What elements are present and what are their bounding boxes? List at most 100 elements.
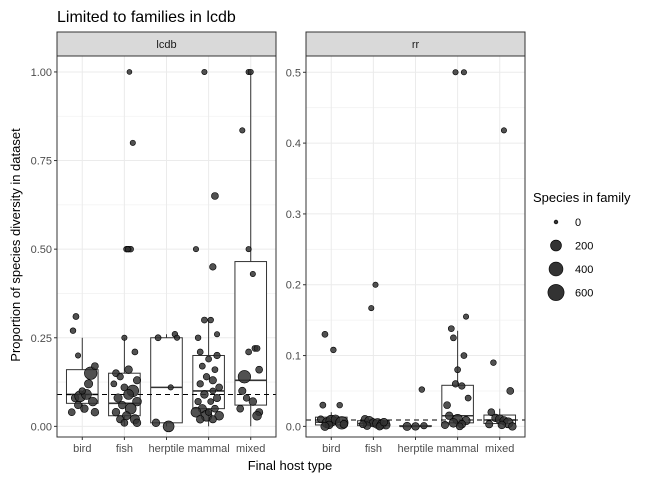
data-point-mammal [458, 382, 466, 390]
legend-title: Species in family [533, 190, 631, 205]
data-point-fish [113, 393, 123, 403]
strip-lcdb [56, 31, 277, 57]
data-point-mammal [196, 348, 204, 356]
data-point-herptile [167, 384, 174, 391]
data-point-mammal [211, 404, 219, 413]
data-point-fish [133, 376, 142, 385]
data-point-fish [116, 373, 124, 381]
data-point-mammal [460, 352, 468, 359]
data-point-mammal [447, 325, 455, 332]
panel-lcdb: lcdb 0.00 0.25 0.50 0.75 1.00 bird fish herptile… [31, 31, 277, 455]
data-point-fish [129, 139, 136, 146]
x-tick-label: fish [365, 443, 382, 455]
data-point-mixed [508, 422, 517, 431]
data-point-mammal [201, 316, 208, 324]
y-tick-label: 0.4 [286, 138, 301, 150]
legend-label: 200 [575, 241, 593, 253]
x-axis-title: Final host type [248, 458, 333, 473]
box-body [234, 261, 268, 406]
data-point-mixed [248, 397, 257, 406]
data-point-herptile [411, 422, 420, 431]
x-tick-label: mixed [485, 443, 514, 455]
data-point-mixed [252, 411, 262, 421]
x-tick-label: mixed [236, 443, 265, 455]
panel-rr: rr 0.0 0.1 0.2 0.3 0.4 0.5 bird fish herptile mamm… [286, 31, 526, 455]
y-tick-label: 0.1 [286, 351, 301, 363]
y-tick-label: 1.00 [31, 67, 52, 79]
data-point-bird [84, 379, 94, 389]
data-point-fish [111, 408, 121, 417]
data-point-fish [120, 419, 129, 427]
data-point-fish [118, 400, 127, 410]
y-tick-label: 0.0 [286, 421, 301, 433]
data-point-bird [88, 396, 98, 407]
data-point-mammal [207, 398, 215, 405]
data-point-mixed [249, 270, 256, 277]
legend-label: 400 [575, 264, 593, 276]
data-point-mixed [487, 408, 496, 417]
data-point-mixed [497, 420, 506, 430]
data-point-mammal [194, 397, 202, 406]
data-point-herptile [420, 422, 428, 430]
data-point-mixed [485, 420, 494, 429]
strip-label-rr: rr [412, 39, 420, 51]
data-point-mammal [443, 401, 451, 409]
data-point-mixed [245, 348, 252, 356]
legend-item: 0 [553, 217, 581, 229]
data-point-mixed [506, 387, 515, 395]
data-point-mixed [236, 404, 245, 413]
data-point-bird [69, 327, 77, 334]
data-point-fish [124, 365, 133, 374]
data-point-bird [80, 404, 89, 413]
data-point-fish [132, 396, 142, 407]
data-point-fish [124, 246, 131, 253]
data-point-bird [74, 401, 83, 410]
legend-item: 400 [548, 261, 593, 277]
data-point-bird [339, 420, 349, 429]
data-point-mammal [451, 380, 460, 388]
data-point-bird [72, 313, 80, 320]
legend-item: 600 [547, 284, 593, 301]
x-tick-label: bird [73, 443, 91, 455]
legend-label: 600 [575, 288, 593, 300]
chart-title: Limited to families in lcdb [57, 9, 236, 26]
panel-border [305, 55, 526, 438]
data-point-fish [132, 418, 142, 427]
y-tick-label: 0.50 [31, 244, 52, 256]
data-point-mammal [215, 383, 223, 392]
data-point-fish [121, 334, 128, 341]
data-point-mammal [454, 366, 461, 374]
data-point-mixed [245, 246, 252, 253]
data-point-mammal [214, 331, 221, 338]
data-point-mammal [440, 420, 449, 429]
x-tick-label: bird [322, 443, 340, 455]
y-axis-title: Proportion of species diversity in datas… [8, 128, 23, 362]
data-point-fish [123, 389, 134, 400]
y-tick-label: 0.00 [31, 421, 52, 433]
data-point-herptile [174, 334, 181, 341]
y-tick-label: 0.5 [286, 67, 301, 79]
data-point-herptile [162, 420, 175, 433]
data-point-bird [84, 366, 98, 380]
data-point-mammal [445, 411, 454, 420]
strip-label-lcdb: lcdb [156, 39, 176, 51]
data-point-mammal [194, 334, 202, 341]
legend-key [548, 261, 564, 277]
legend-key [553, 219, 559, 225]
data-point-mammal [209, 263, 217, 271]
data-point-mammal [208, 376, 217, 385]
legend-label: 0 [575, 217, 581, 229]
data-point-mixed [490, 359, 497, 366]
data-point-mammal [214, 411, 224, 421]
data-point-bird [336, 401, 343, 409]
data-point-mixed [239, 127, 246, 134]
x-tick-label: mammal [188, 443, 230, 455]
data-point-mammal [452, 69, 459, 76]
data-point-mammal [205, 408, 213, 416]
data-point-mammal [464, 394, 472, 402]
data-point-mammal [460, 69, 467, 76]
x-tick-label: fish [116, 443, 133, 455]
data-point-bird [75, 352, 82, 359]
data-point-mixed [255, 365, 263, 374]
